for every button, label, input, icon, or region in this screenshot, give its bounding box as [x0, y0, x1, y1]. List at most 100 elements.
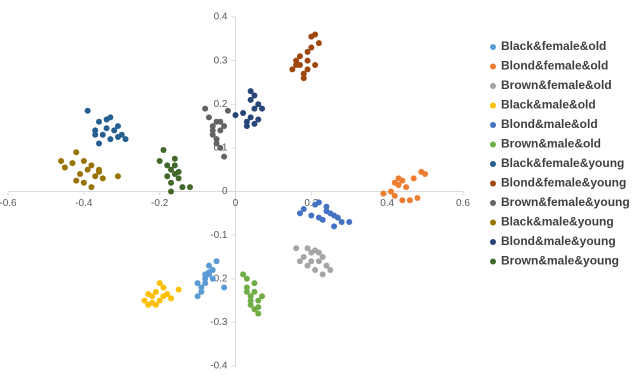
point: [80, 179, 87, 186]
point: [338, 219, 345, 226]
point: [69, 160, 76, 167]
point: [304, 262, 311, 269]
point: [312, 267, 319, 274]
point: [289, 66, 296, 73]
legend-label: Blond&male&old: [501, 117, 598, 131]
point: [96, 118, 102, 125]
point: [194, 293, 201, 300]
point: [410, 175, 417, 182]
point: [92, 131, 99, 138]
legend-marker: [490, 219, 496, 226]
point: [319, 271, 326, 278]
point: [84, 166, 91, 173]
point: [304, 57, 311, 64]
point: [156, 157, 163, 164]
point: [168, 295, 175, 302]
point: [243, 118, 250, 125]
point: [209, 131, 216, 138]
point: [107, 114, 114, 121]
point: [164, 162, 171, 169]
point: [160, 293, 167, 300]
legend-label: Blond&male&young: [501, 234, 616, 248]
point: [187, 184, 193, 191]
legend-marker: [490, 258, 496, 265]
point: [247, 293, 254, 300]
legend-label: Black&female&young: [501, 156, 624, 170]
point: [156, 297, 163, 304]
point: [300, 253, 307, 260]
point: [221, 284, 228, 291]
point: [99, 131, 106, 138]
point: [209, 127, 216, 134]
point: [331, 223, 338, 230]
point: [251, 105, 258, 112]
point: [255, 101, 262, 108]
x-tick-label: -0.4: [75, 198, 93, 209]
y-tick-label: 0.4: [214, 12, 228, 23]
point: [221, 153, 228, 160]
point: [96, 166, 102, 173]
x-tick-label: 0.4: [380, 198, 394, 209]
legend-label: Blond&female&young: [501, 176, 626, 190]
point: [255, 304, 262, 311]
legend-marker: [490, 44, 496, 50]
point: [243, 288, 250, 295]
legend-label: Black&male&old: [501, 98, 596, 112]
point: [293, 57, 300, 64]
point: [103, 125, 110, 132]
point: [251, 92, 258, 99]
legend-marker: [490, 102, 496, 109]
point: [315, 40, 322, 47]
legend-marker: [490, 141, 496, 148]
point: [403, 184, 410, 191]
y-tick-label: -0.3: [210, 317, 228, 328]
point: [122, 136, 129, 143]
point: [259, 293, 266, 300]
point: [217, 127, 224, 134]
y-tick-label: 0: [222, 186, 228, 197]
point: [92, 127, 99, 134]
point: [319, 216, 326, 223]
point: [308, 44, 315, 51]
legend-label: Brown&female&young: [501, 195, 630, 209]
legend-label: Brown&male&old: [501, 137, 601, 151]
point: [202, 105, 209, 112]
point: [175, 286, 182, 293]
legend-marker: [490, 122, 496, 128]
point: [308, 33, 315, 40]
point: [160, 147, 167, 154]
legend-label: Black&male&young: [501, 215, 614, 229]
point: [304, 245, 311, 252]
point: [77, 171, 84, 178]
point: [255, 297, 262, 304]
point: [156, 280, 163, 287]
x-tick-label: 0: [233, 198, 239, 209]
point: [99, 175, 106, 182]
point: [304, 66, 311, 73]
point: [213, 140, 220, 147]
point: [247, 301, 254, 308]
point: [141, 297, 148, 304]
point: [247, 88, 254, 95]
point: [247, 297, 254, 304]
point: [145, 291, 152, 298]
point: [175, 175, 182, 182]
point: [296, 53, 303, 60]
legend-marker: [490, 161, 496, 167]
point: [300, 70, 307, 77]
x-tick-label: 0.2: [304, 198, 318, 209]
point: [293, 245, 300, 252]
legend-marker: [490, 63, 496, 70]
point: [346, 219, 353, 226]
point: [160, 284, 167, 291]
point: [247, 114, 254, 121]
point: [308, 258, 315, 265]
point: [194, 280, 201, 287]
point: [58, 157, 65, 164]
point: [202, 275, 209, 282]
point: [168, 166, 175, 173]
point: [114, 173, 121, 180]
point: [80, 157, 87, 164]
point: [243, 275, 250, 282]
